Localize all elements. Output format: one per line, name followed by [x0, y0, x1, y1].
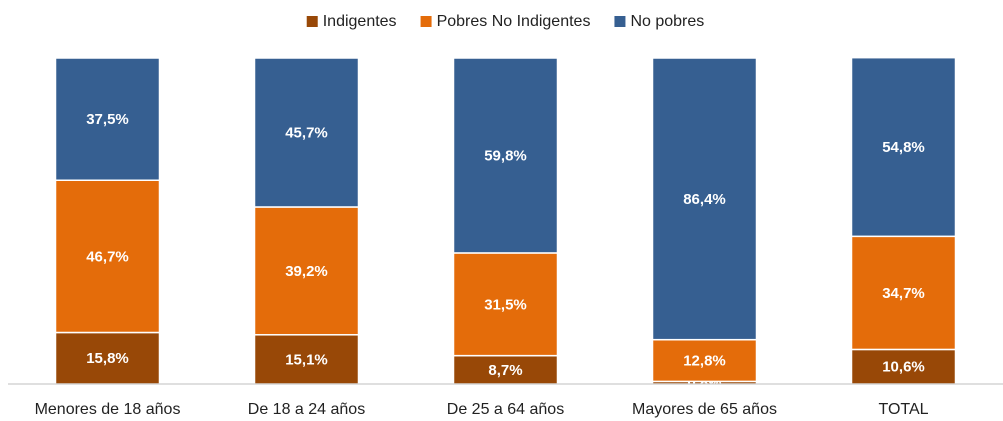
- bar-segment: [850, 235, 957, 351]
- value-label: 15,8%: [86, 350, 129, 367]
- legend-label: Pobres No Indigentes: [437, 13, 591, 30]
- legend-label: Indigentes: [323, 13, 397, 30]
- legend-swatch: [306, 16, 318, 27]
- value-label: 39,2%: [285, 263, 328, 280]
- bar-segment: [54, 57, 161, 181]
- bar-segment: [850, 56, 957, 238]
- value-label: 54,8%: [882, 139, 925, 156]
- x-tick-label: De 25 a 64 años: [447, 401, 564, 418]
- value-label: 59,8%: [484, 147, 527, 164]
- x-tick-label: Menores de 18 años: [35, 401, 181, 418]
- legend-swatch: [614, 16, 626, 27]
- bar-segment: [850, 348, 957, 385]
- value-label: 86,4%: [683, 191, 726, 208]
- value-label: 31,5%: [484, 296, 527, 313]
- legend-swatch: [420, 16, 432, 27]
- x-tick-label: De 18 a 24 años: [248, 401, 365, 418]
- value-label: 8,7%: [488, 362, 522, 379]
- legend-label: No pobres: [630, 13, 704, 30]
- bar-segment: [651, 338, 758, 383]
- x-tick-label: TOTAL: [878, 401, 928, 418]
- bar-segment: [253, 334, 360, 385]
- value-label: 46,7%: [86, 248, 129, 265]
- bar-segment: [452, 252, 559, 357]
- bar-segment: [452, 57, 559, 254]
- value-label: 10,6%: [882, 359, 925, 376]
- value-label: 37,5%: [86, 111, 129, 128]
- x-tick-label: Mayores de 65 años: [632, 401, 777, 418]
- value-label: 15,1%: [285, 351, 328, 368]
- bar-segment: [651, 57, 758, 341]
- value-label: 12,8%: [683, 352, 726, 369]
- value-label: 45,7%: [285, 124, 328, 141]
- bar-segment: [54, 179, 161, 334]
- bar-segment: [253, 206, 360, 336]
- bar-segment: [54, 331, 161, 385]
- value-label: 34,7%: [882, 285, 925, 302]
- bar-segment: [253, 57, 360, 208]
